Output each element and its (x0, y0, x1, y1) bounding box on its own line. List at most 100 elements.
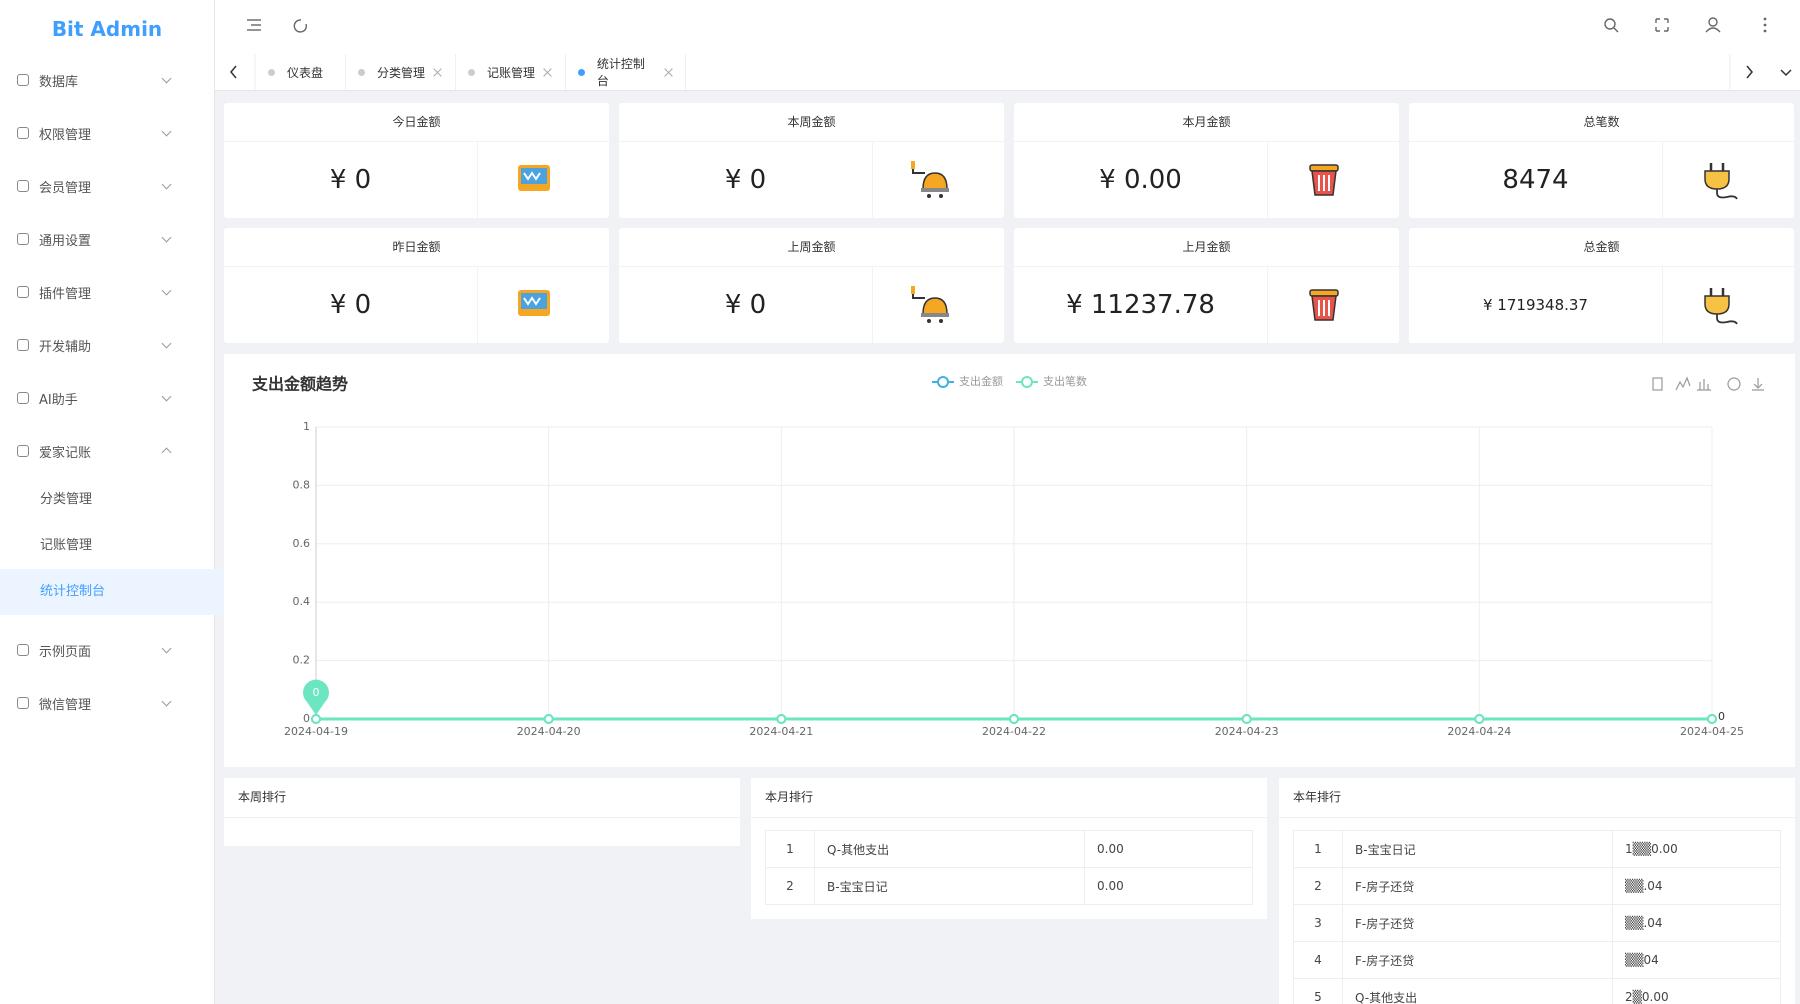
menu-label: 权限管理 (39, 127, 92, 143)
tab-menu[interactable] (1780, 69, 1792, 77)
menu-icon (17, 644, 29, 656)
stat-icon (1309, 164, 1339, 196)
stat-title: 今日金额 (224, 103, 609, 142)
refresh-button[interactable] (293, 19, 308, 33)
tab-prev[interactable] (230, 65, 237, 79)
menu-label: 开发辅助 (39, 339, 92, 355)
legend-label[interactable]: 支出金额 (959, 374, 1003, 388)
stat-title: 上月金额 (1014, 228, 1399, 267)
ranking-cell: 4 (1293, 941, 1343, 979)
ranking-title: 本年排行 (1279, 778, 1795, 818)
icon-part (927, 194, 931, 198)
ranking-panel: 本月排行 1 Q-其他支出 0.00 2 B-宝宝日记 0.00 (751, 778, 1267, 919)
menu-item[interactable]: 数据库 (0, 55, 214, 105)
ranking-cell: 5 (1293, 978, 1343, 1004)
menu-icon (17, 445, 29, 457)
stat-card: 本周金额 ¥ 0 (619, 103, 1004, 218)
ranking-cell: 1▒▒0.00 (1612, 830, 1781, 868)
chart-toolbox[interactable] (1652, 376, 1764, 391)
tab-close[interactable] (433, 68, 442, 77)
sidebar: Bit Admin 数据库权限管理会员管理 通用设置插件管理开发辅助 AI助手爱家记… (0, 0, 227, 1004)
x-tick-label: 2024-04-20 (517, 725, 581, 738)
ranking-cell: F-房子还贷 (1342, 904, 1613, 942)
collapse-button[interactable] (247, 19, 261, 31)
menu-item[interactable]: 插件管理 (0, 267, 214, 317)
menu-item[interactable]: 示例页面 (0, 625, 214, 675)
menu-icon (17, 233, 29, 245)
menu-chevron (161, 643, 172, 654)
tab[interactable]: 仪表盘 (256, 54, 346, 90)
menu-item[interactable]: 开发辅助 (0, 320, 214, 370)
ranking-row: 2 B-宝宝日记 0.00 (765, 867, 1253, 905)
legend-marker (937, 376, 949, 388)
ranking-panel: 本周排行 (224, 778, 740, 846)
stat-value: ¥ 0 (224, 142, 478, 218)
search-button[interactable] (1604, 18, 1619, 33)
submenu-item[interactable]: 统计控制台 (0, 569, 227, 615)
data-point (1241, 714, 1252, 724)
stat-icon (1704, 163, 1738, 200)
tab-dot (578, 68, 585, 76)
data-point (543, 714, 554, 724)
stat-value: ¥ 0 (224, 267, 478, 343)
menu-label: 爱家记账 (39, 445, 92, 461)
menu-chevron (161, 447, 172, 458)
data-point (1474, 714, 1485, 724)
icon-part (523, 171, 541, 181)
submenu-item[interactable]: 分类管理 (40, 492, 93, 507)
menu-item[interactable]: 权限管理 (0, 108, 214, 158)
ranking-cell: 0.00 (1084, 830, 1253, 868)
brand[interactable]: Bit Admin (51, 17, 163, 41)
tab-close[interactable] (543, 68, 552, 77)
menu-chevron (161, 391, 172, 402)
x-tick-label: 2024-04-22 (982, 725, 1046, 738)
icon-part (939, 319, 943, 323)
menu-label: 插件管理 (39, 286, 92, 302)
ranking-cell: Q-其他支出 (1342, 978, 1613, 1004)
tab-close[interactable] (664, 68, 673, 77)
icon-part (922, 297, 948, 315)
submenu-item[interactable]: 记账管理 (40, 538, 93, 553)
stat-value: 8474 (1409, 142, 1663, 218)
menu-label: 示例页面 (39, 644, 92, 660)
legend-label[interactable]: 支出笔数 (1043, 374, 1087, 388)
stat-card: 上周金额 ¥ 0 (619, 228, 1004, 343)
user-button[interactable] (1705, 17, 1721, 33)
tab[interactable]: 分类管理 (346, 54, 456, 90)
stat-title: 总笔数 (1409, 103, 1794, 142)
icon-part (1704, 295, 1730, 315)
ranking-row: 2 F-房子还贷 ▒▒.04 (1293, 867, 1781, 905)
ranking-cell: B-宝宝日记 (814, 867, 1085, 905)
stat-card: 总金额 ¥ 1719348.37 (1409, 228, 1794, 343)
data-point (1707, 714, 1717, 724)
menu-item[interactable]: 爱家记账 (0, 426, 214, 476)
ranking-panel: 本年排行 1 B-宝宝日记 1▒▒0.00 2 F-房子还贷 ▒▒.04 3 F-房子还贷 ▒▒.… (1279, 778, 1795, 1004)
ranking-cell: 1 (1293, 830, 1343, 868)
data-point (311, 714, 321, 724)
menu-icon (17, 180, 29, 192)
more-button[interactable] (1763, 17, 1767, 33)
stat-card: 昨日金额 ¥ 0 (224, 228, 609, 343)
menu-item[interactable]: 会员管理 (0, 161, 214, 211)
ranking-cell: Q-其他支出 (814, 830, 1085, 868)
ranking-cell: 2▒0.00 (1612, 978, 1781, 1004)
tab-label: 仪表盘 (287, 65, 324, 80)
menu-item[interactable]: 微信管理 (0, 678, 214, 728)
tab[interactable]: 统计控制台 (566, 54, 686, 90)
ranking-row: 1 Q-其他支出 0.00 (765, 830, 1253, 868)
menu-icon (17, 127, 29, 139)
ranking-row: 5 Q-其他支出 2▒0.00 (1293, 978, 1781, 1004)
fullscreen-button[interactable] (1655, 18, 1669, 32)
icon-part (1709, 163, 1725, 171)
menu-item[interactable]: 通用设置 (0, 214, 214, 264)
tab-dot (358, 68, 365, 76)
data-point (1009, 714, 1019, 724)
menu-item[interactable]: AI助手 (0, 373, 214, 423)
tab[interactable]: 记账管理 (456, 54, 566, 90)
stat-card: 今日金额 ¥ 0 (224, 103, 609, 218)
header (215, 0, 1800, 55)
icon-part (921, 313, 949, 317)
ranking-row: 1 B-宝宝日记 1▒▒0.00 (1293, 830, 1781, 868)
tab-next[interactable] (1746, 65, 1753, 79)
